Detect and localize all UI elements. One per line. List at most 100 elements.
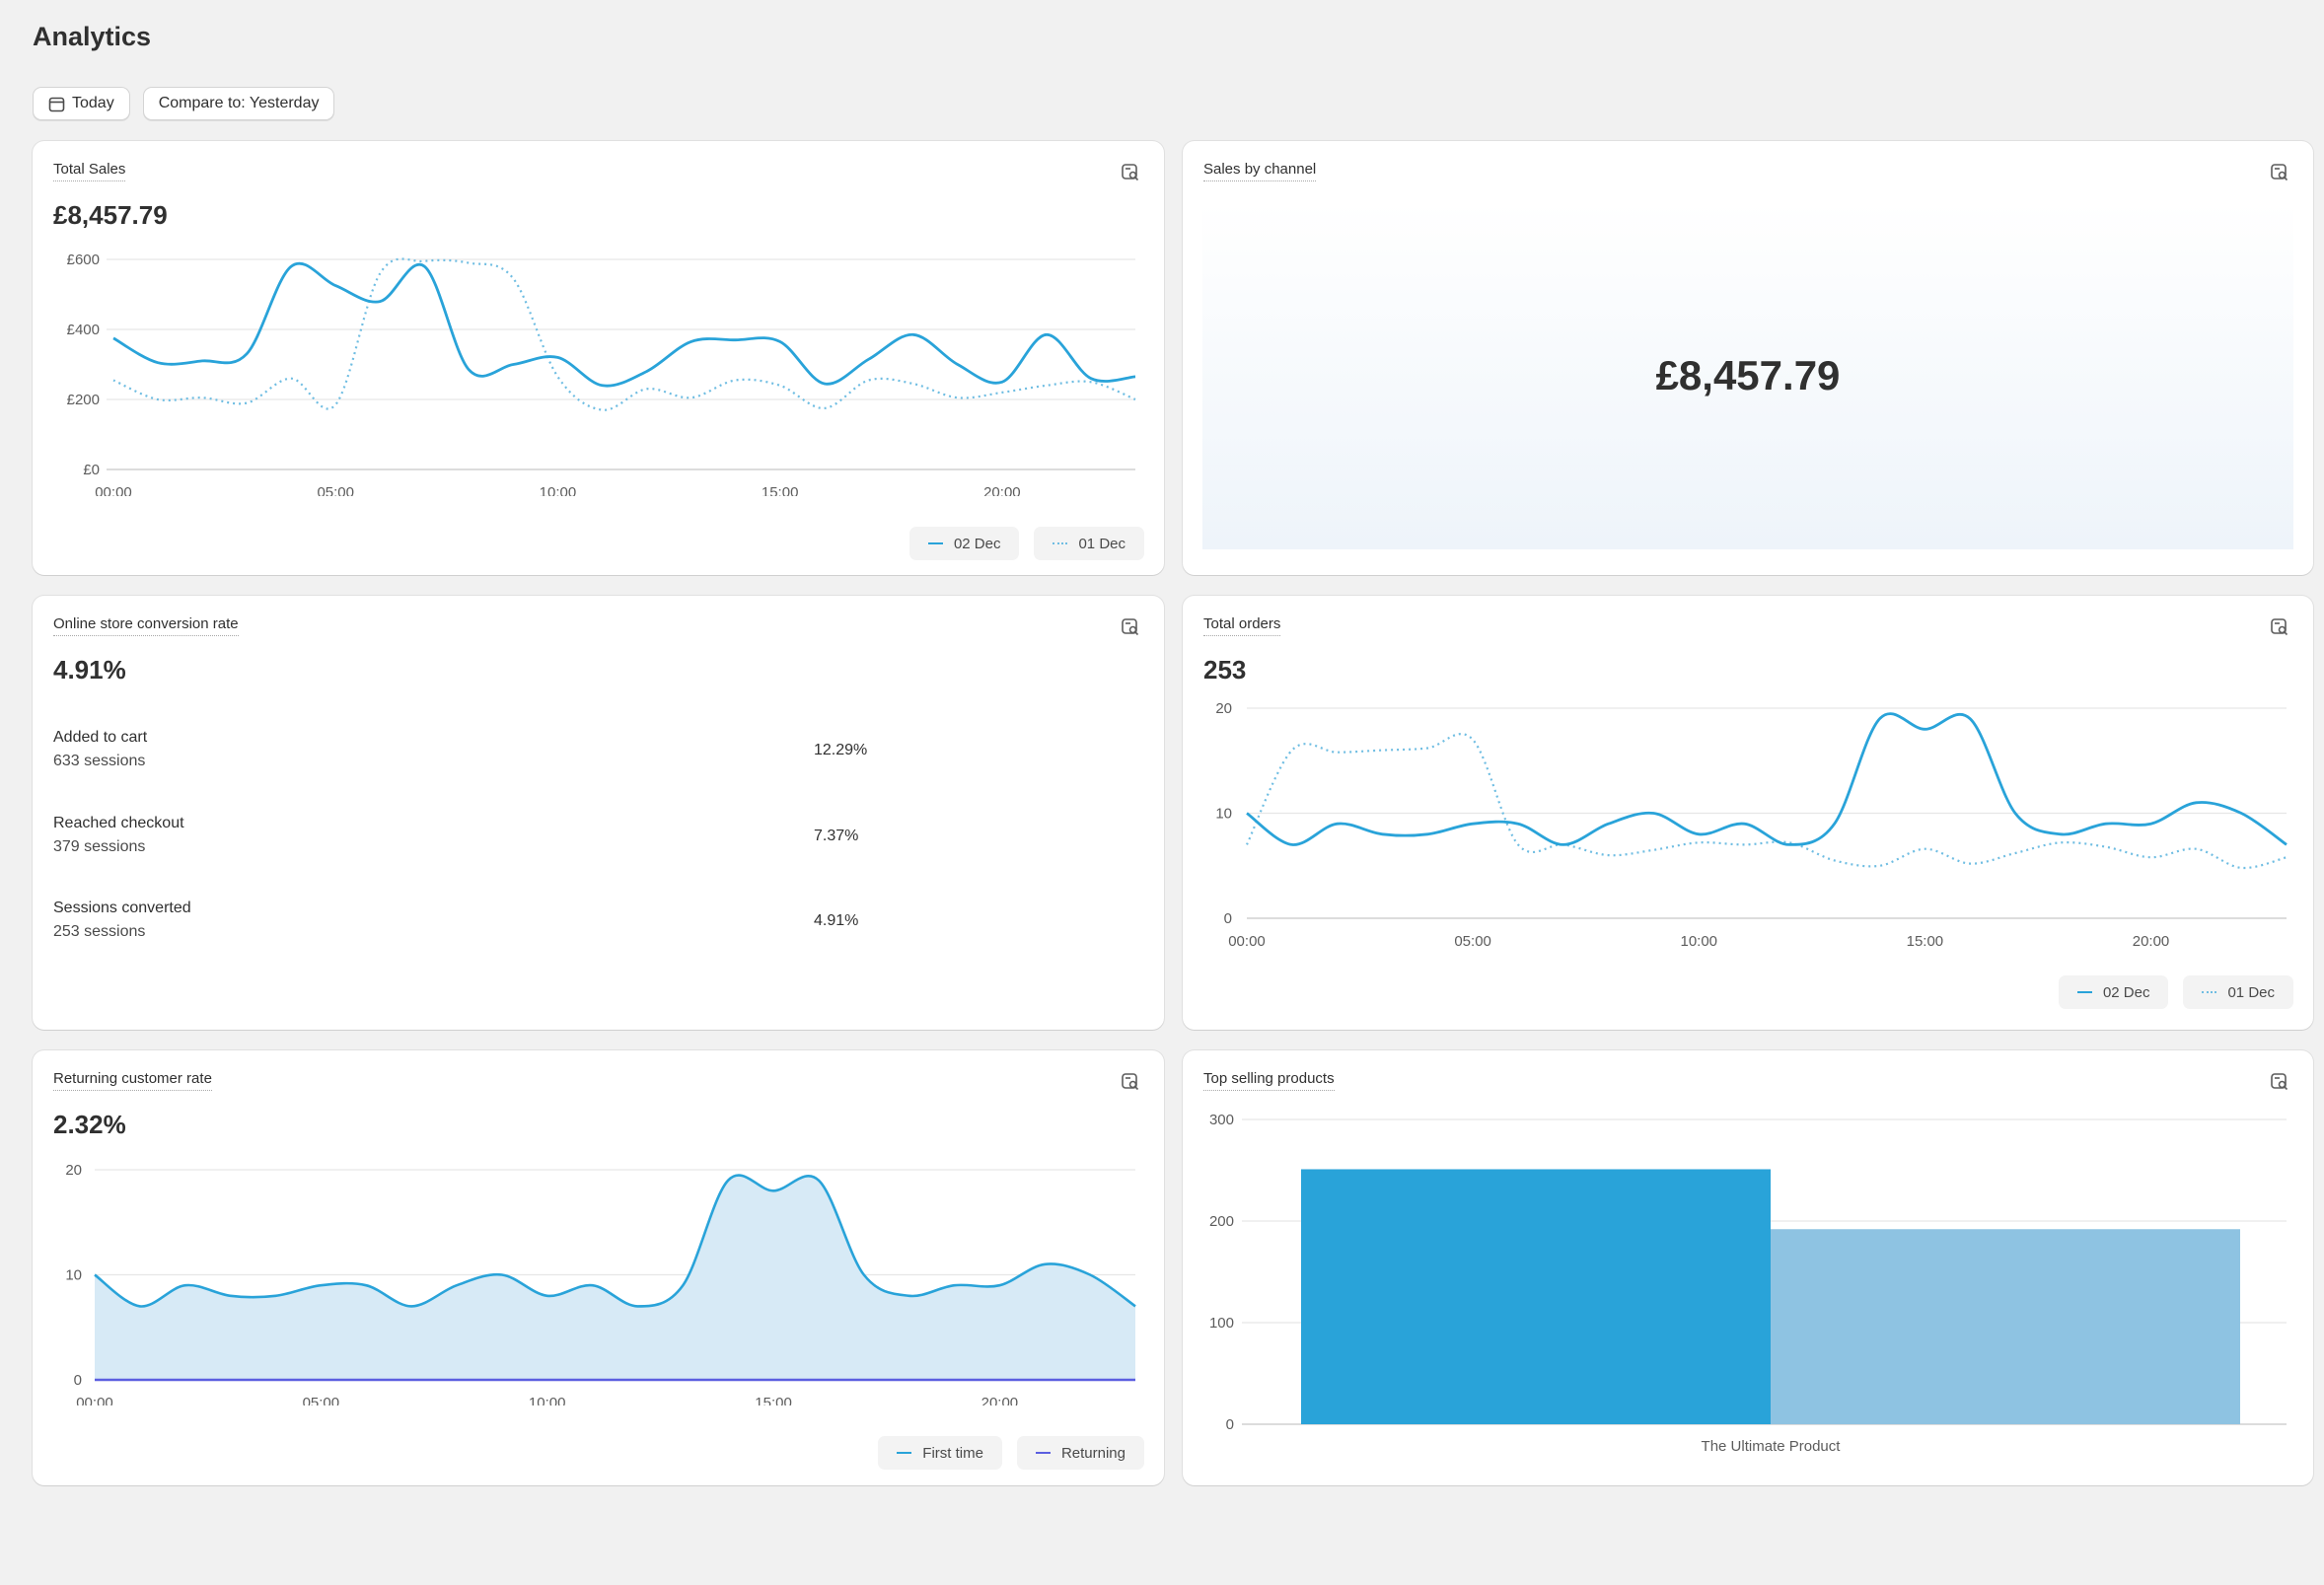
conversion-step-reached-checkout: Reached checkout 379 sessions (53, 815, 184, 856)
total-sales-chart: £0 £200 £400 £600 00:00 05:00 10:00 15:00 20:00 (67, 252, 1136, 496)
legend-label: 02 Dec (953, 535, 1001, 552)
conversion-rate-title[interactable]: Online store conversion rate (53, 615, 239, 636)
legend-label: 01 Dec (2227, 983, 2275, 1001)
comparison-series-line (1246, 733, 2288, 870)
y-tick-label: 10 (65, 1267, 82, 1284)
product-bar (1771, 1229, 2240, 1424)
conversion-step-label: Added to cart (53, 729, 148, 746)
returning-customer-chart: 0 10 20 00:00 05:00 10:00 15:00 20:00 (65, 1162, 1136, 1405)
returning-customer-title[interactable]: Returning customer rate (53, 1070, 212, 1091)
x-tick-label: 15:00 (1907, 933, 1944, 950)
calendar-icon (48, 97, 65, 111)
first-time-line (94, 1174, 1136, 1308)
current-series-line (112, 261, 1136, 388)
x-tick-label: 20:00 (981, 1395, 1019, 1405)
returning-customer-value: 2.32% (53, 1110, 126, 1139)
purple-line-swatch-icon (1035, 1452, 1051, 1454)
y-tick-label: £200 (67, 392, 100, 408)
conversion-rate-value: 4.91% (53, 655, 126, 684)
y-tick-label: £0 (83, 462, 100, 478)
x-tick-label: 00:00 (76, 1395, 113, 1405)
date-range-button[interactable]: Today (33, 87, 130, 120)
total-orders-chart: 0 10 20 00:00 05:00 10:00 15:00 20:00 (1215, 700, 2288, 950)
y-tick-label: 300 (1209, 1112, 1234, 1128)
compare-label: Compare to: Yesterday (158, 95, 320, 111)
x-tick-label: 00:00 (95, 484, 132, 496)
legend-label: 01 Dec (1078, 535, 1126, 552)
sales-by-channel-value: £8,457.79 (1655, 352, 1841, 398)
total-orders-card: Total orders 253 0 10 20 00:00 05:00 10:00 15:… (1183, 596, 2313, 1030)
dotted-line-swatch-icon (1053, 542, 1068, 544)
legend-item-first-time[interactable]: First time (878, 1436, 1002, 1470)
first-time-area (95, 1175, 1135, 1380)
solid-line-swatch-icon (2076, 991, 2092, 993)
toolbar: Today Compare to: Yesterday (33, 87, 335, 120)
x-tick-label: 15:00 (762, 484, 799, 496)
x-tick-label: 05:00 (317, 484, 354, 496)
compare-button[interactable]: Compare to: Yesterday (142, 87, 335, 120)
sales-by-channel-title[interactable]: Sales by channel (1203, 161, 1317, 181)
dotted-line-swatch-icon (2202, 991, 2217, 993)
y-tick-label: £600 (67, 252, 100, 268)
date-range-label: Today (72, 95, 114, 111)
x-tick-label: 20:00 (983, 484, 1021, 496)
legend-item-02-dec[interactable]: 02 Dec (908, 527, 1020, 560)
conversion-step-label: Reached checkout (53, 815, 184, 831)
top-products-card: Top selling products 0 100 200 300 The Ultim… (1183, 1050, 2313, 1485)
total-sales-legend: 02 Dec 01 Dec (908, 527, 1144, 560)
x-tick-label: 05:00 (1454, 933, 1491, 950)
legend-item-01-dec[interactable]: 01 Dec (1034, 527, 1144, 560)
y-tick-label: 0 (1224, 910, 1232, 927)
y-tick-label: 20 (65, 1162, 82, 1179)
returning-customer-legend: First time Returning (878, 1436, 1144, 1470)
legend-item-returning[interactable]: Returning (1016, 1436, 1144, 1470)
total-orders-legend: 02 Dec 01 Dec (2058, 975, 2293, 1009)
explore-report-icon[interactable] (2270, 1072, 2289, 1092)
current-series-line (1246, 712, 2288, 846)
conversion-step-sessions: 633 sessions (53, 753, 146, 769)
y-tick-label: 200 (1209, 1213, 1234, 1230)
total-orders-value: 253 (1203, 655, 1247, 684)
explore-report-icon[interactable] (1121, 617, 1140, 637)
y-tick-label: 0 (74, 1372, 82, 1389)
page-title: Analytics (33, 22, 152, 51)
y-tick-label: 10 (1215, 806, 1232, 823)
conversion-step-pct: 12.29% (814, 742, 868, 758)
conversion-step-label: Sessions converted (53, 900, 191, 916)
x-tick-label: 10:00 (540, 484, 577, 496)
x-category-label: The Ultimate Product (1702, 1438, 1842, 1455)
conversion-step-pct: 7.37% (814, 828, 859, 844)
explore-report-icon[interactable] (2270, 617, 2289, 637)
x-tick-label: 10:00 (1680, 933, 1717, 950)
x-tick-label: 10:00 (529, 1395, 566, 1405)
total-sales-card: Total Sales £8,457.79 £0 £200 £400 £600 00:0… (33, 141, 1164, 575)
product-bar (1301, 1169, 1771, 1424)
solid-line-swatch-icon (897, 1452, 912, 1454)
total-sales-value: £8,457.79 (53, 200, 168, 230)
explore-report-icon[interactable] (2270, 163, 2289, 182)
explore-report-icon[interactable] (1121, 1072, 1140, 1092)
x-tick-label: 00:00 (1228, 933, 1266, 950)
conversion-rate-card: Online store conversion rate 4.91% Added… (33, 596, 1164, 1030)
legend-label: 02 Dec (2102, 983, 2150, 1001)
legend-label: Returning (1060, 1444, 1126, 1462)
y-tick-label: £400 (67, 322, 100, 338)
sales-by-channel-card: Sales by channel £8,457.79 (1183, 141, 2313, 575)
top-products-chart: 0 100 200 300 The Ultimate Product (1209, 1112, 2287, 1455)
returning-customer-card: Returning customer rate 2.32% 0 10 20 00:00… (33, 1050, 1164, 1485)
solid-line-swatch-icon (927, 542, 943, 544)
comparison-series-line (112, 257, 1136, 411)
x-tick-label: 05:00 (303, 1395, 340, 1405)
conversion-step-pct: 4.91% (814, 912, 859, 929)
x-tick-label: 20:00 (2133, 933, 2170, 950)
y-tick-label: 100 (1209, 1315, 1234, 1332)
y-tick-label: 0 (1226, 1416, 1234, 1433)
legend-item-02-dec[interactable]: 02 Dec (2058, 975, 2169, 1009)
top-products-title[interactable]: Top selling products (1203, 1070, 1335, 1091)
explore-report-icon[interactable] (1121, 163, 1140, 182)
total-orders-title[interactable]: Total orders (1203, 615, 1281, 636)
conversion-step-added-to-cart: Added to cart 633 sessions (53, 729, 147, 770)
conversion-step-sessions-converted: Sessions converted 253 sessions (53, 900, 191, 941)
legend-item-01-dec[interactable]: 01 Dec (2183, 975, 2293, 1009)
total-sales-title[interactable]: Total Sales (53, 161, 126, 181)
